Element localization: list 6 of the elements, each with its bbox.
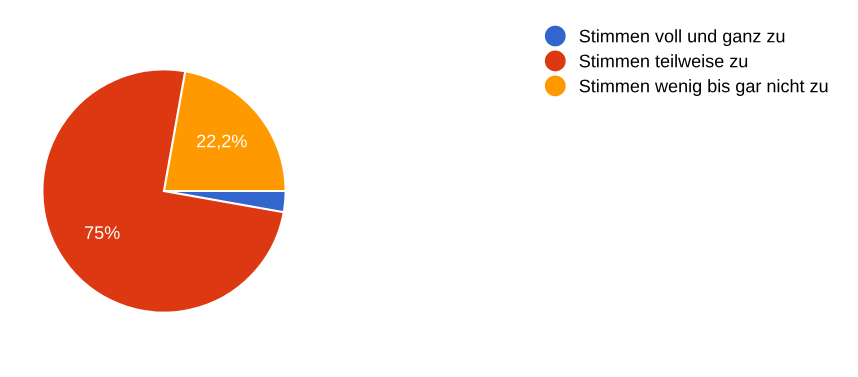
pie-slice (41, 68, 285, 314)
data-label: 22,2% (197, 134, 247, 150)
legend-label: Stimmen wenig bis gar nicht zu (580, 79, 828, 96)
legend-label: Stimmen voll und ganz zu (580, 29, 784, 46)
data-label: 75% (85, 226, 120, 240)
legend-label: Stimmen teilweise zu (580, 54, 748, 68)
